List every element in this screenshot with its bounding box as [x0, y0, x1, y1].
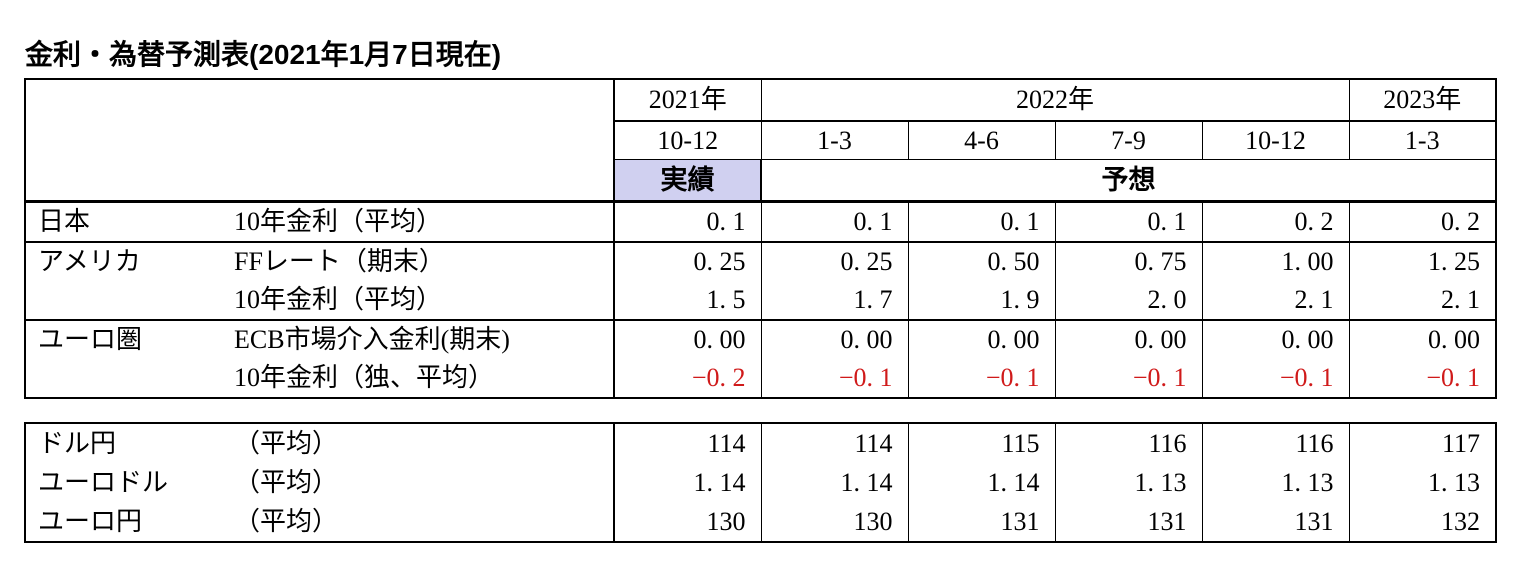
value-cell: 1. 7 — [760, 281, 908, 321]
item-label: 10年金利（平均） — [234, 285, 443, 314]
item-label: （平均） — [234, 467, 339, 497]
year-header-row: 2021年 2022年 2023年 — [25, 79, 1496, 203]
value-cell: 1. 14 — [613, 463, 761, 502]
row-label-cell: 10年金利（平均） — [25, 281, 615, 321]
value-cell: 114 — [760, 423, 908, 463]
status-header-row: 実績 予想 — [25, 159, 1496, 203]
region-label: ユーロ圏 — [38, 325, 143, 354]
value-cell: 0. 1 — [907, 201, 1055, 243]
year-cell: 2021年 — [613, 79, 761, 122]
value-cell: 0. 00 — [1348, 320, 1496, 359]
row-label-cell: ドル円 （平均） — [25, 423, 615, 463]
value-cell: 0. 2 — [1201, 201, 1349, 243]
value-cell: 116 — [1201, 423, 1349, 463]
value-cell: 0. 00 — [760, 320, 908, 359]
rates-table: 2021年 2022年 2023年 10-12 1-3 4-6 7-9 10-1… — [24, 78, 1497, 399]
fx-row: ユーロ円 （平均） 130 130 131 131 131 132 — [25, 502, 1496, 542]
quarter-cell: 1-3 — [760, 121, 908, 160]
pair-label: ユーロドル — [38, 467, 169, 497]
value-cell: −0. 1 — [1348, 359, 1496, 398]
rate-row: 10年金利（平均） 1. 5 1. 7 1. 9 2. 0 2. 1 2. 1 — [25, 281, 1496, 321]
forecast-label: 予想 — [761, 159, 1496, 203]
item-label: （平均） — [234, 428, 339, 458]
value-cell: 0. 25 — [760, 242, 908, 281]
value-cell: −0. 1 — [760, 359, 908, 398]
value-cell: −0. 1 — [1054, 359, 1202, 398]
item-label: （平均） — [234, 506, 339, 536]
value-cell: 1. 14 — [760, 463, 908, 502]
value-cell: 0. 50 — [907, 242, 1055, 281]
value-cell: 2. 1 — [1348, 281, 1496, 321]
value-cell: 131 — [1054, 502, 1202, 542]
row-label-cell: ユーロ円 （平均） — [25, 502, 615, 542]
value-cell: 131 — [1201, 502, 1349, 542]
quarter-cell: 4-6 — [907, 121, 1055, 160]
pair-label: ユーロ円 — [38, 506, 143, 536]
quarter-header-row: 10-12 1-3 4-6 7-9 10-12 1-3 — [25, 121, 1496, 160]
value-cell: 116 — [1054, 423, 1202, 463]
value-cell: 0. 75 — [1054, 242, 1202, 281]
rate-row: 10年金利（独、平均） −0. 2 −0. 1 −0. 1 −0. 1 −0. … — [25, 359, 1496, 398]
value-cell: −0. 1 — [1201, 359, 1349, 398]
value-cell: 132 — [1348, 502, 1496, 542]
value-cell: 1. 5 — [613, 281, 761, 321]
value-cell: 0. 00 — [613, 320, 761, 359]
value-cell: 1. 13 — [1054, 463, 1202, 502]
value-cell: 0. 00 — [1054, 320, 1202, 359]
quarter-cell: 7-9 — [1054, 121, 1202, 160]
value-cell: −0. 1 — [907, 359, 1055, 398]
value-cell: 130 — [760, 502, 908, 542]
pair-label: ドル円 — [38, 428, 117, 458]
row-label-cell: 日本 10年金利（平均） — [25, 201, 615, 243]
value-cell: 115 — [907, 423, 1055, 463]
value-cell: 1. 00 — [1201, 242, 1349, 281]
quarter-cell: 10-12 — [1201, 121, 1349, 160]
value-cell: 0. 1 — [613, 201, 761, 243]
fx-row: ドル円 （平均） 114 114 115 116 116 117 — [25, 423, 1496, 463]
value-cell: 0. 1 — [760, 201, 908, 243]
value-cell: −0. 2 — [613, 359, 761, 398]
row-label-cell: ユーロドル （平均） — [25, 463, 615, 502]
item-label: 10年金利（独、平均） — [234, 363, 495, 392]
quarter-cell: 1-3 — [1348, 121, 1496, 160]
value-cell: 1. 25 — [1348, 242, 1496, 281]
item-label: 10年金利（平均） — [234, 207, 443, 236]
item-label: ECB市場介入金利(期末) — [234, 325, 510, 354]
rate-row: 日本 10年金利（平均） 0. 1 0. 1 0. 1 0. 1 0. 2 0.… — [25, 201, 1496, 243]
actual-badge: 実績 — [613, 159, 762, 203]
rate-row: アメリカ FFレート（期末） 0. 25 0. 25 0. 50 0. 75 1… — [25, 242, 1496, 281]
value-cell: 0. 00 — [907, 320, 1055, 359]
value-cell: 1. 13 — [1348, 463, 1496, 502]
value-cell: 117 — [1348, 423, 1496, 463]
corner-blank-cell — [25, 79, 615, 203]
value-cell: 1. 14 — [907, 463, 1055, 502]
page-title: 金利・為替予測表(2021年1月7日現在) — [25, 39, 502, 70]
quarter-cell: 10-12 — [613, 121, 761, 160]
year-cell: 2023年 — [1348, 79, 1496, 122]
item-label: FFレート（期末） — [234, 247, 445, 276]
value-cell: 130 — [613, 502, 761, 542]
value-cell: 0. 00 — [1201, 320, 1349, 359]
value-cell: 2. 1 — [1201, 281, 1349, 321]
value-cell: 0. 25 — [613, 242, 761, 281]
row-label-cell: アメリカ FFレート（期末） — [25, 242, 615, 281]
region-label: アメリカ — [38, 247, 141, 276]
value-cell: 1. 13 — [1201, 463, 1349, 502]
row-label-cell: ユーロ圏 ECB市場介入金利(期末) — [25, 320, 615, 359]
rate-row: ユーロ圏 ECB市場介入金利(期末) 0. 00 0. 00 0. 00 0. … — [25, 320, 1496, 359]
value-cell: 114 — [613, 423, 761, 463]
region-label: 日本 — [38, 207, 91, 236]
value-cell: 0. 1 — [1054, 201, 1202, 243]
fx-row: ユーロドル （平均） 1. 14 1. 14 1. 14 1. 13 1. 13… — [25, 463, 1496, 502]
row-label-cell: 10年金利（独、平均） — [25, 359, 615, 398]
value-cell: 0. 2 — [1348, 201, 1496, 243]
fx-table: ドル円 （平均） 114 114 115 116 116 117 ユーロドル （… — [24, 422, 1497, 543]
value-cell: 131 — [907, 502, 1055, 542]
value-cell: 1. 9 — [907, 281, 1055, 321]
year-cell: 2022年 — [760, 79, 1349, 122]
value-cell: 2. 0 — [1054, 281, 1202, 321]
